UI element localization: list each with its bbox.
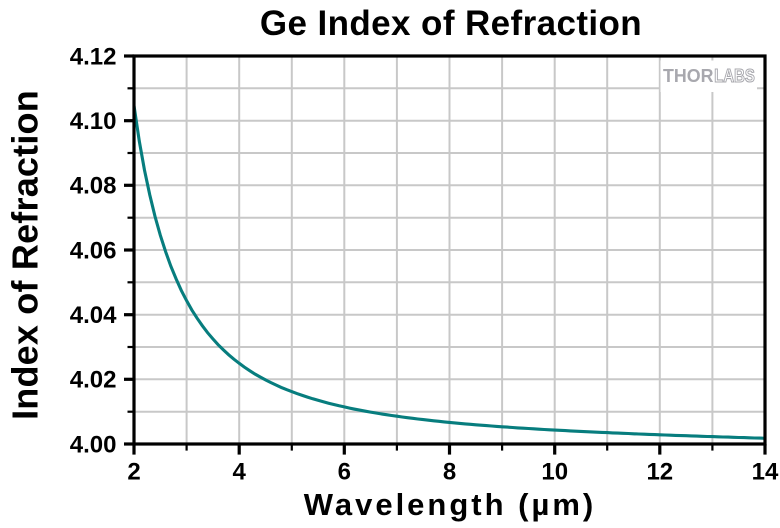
svg-text:LABS: LABS (714, 66, 755, 86)
svg-text:8: 8 (443, 459, 456, 486)
svg-text:THOR: THOR (663, 66, 714, 86)
svg-text:4.06: 4.06 (70, 237, 117, 264)
svg-text:2: 2 (127, 459, 140, 486)
svg-text:4: 4 (233, 459, 247, 486)
svg-text:4.04: 4.04 (70, 302, 117, 329)
svg-text:Index of Refraction: Index of Refraction (5, 90, 46, 420)
svg-text:Ge Index of Refraction: Ge Index of Refraction (260, 4, 642, 43)
svg-text:Wavelength (µm): Wavelength (µm) (304, 487, 597, 522)
svg-text:4.08: 4.08 (70, 173, 117, 200)
svg-text:4.00: 4.00 (70, 431, 117, 458)
svg-text:14: 14 (752, 459, 779, 486)
svg-text:4.02: 4.02 (70, 367, 117, 394)
svg-text:10: 10 (541, 459, 568, 486)
svg-text:4.10: 4.10 (70, 108, 117, 135)
svg-text:12: 12 (646, 459, 673, 486)
svg-text:6: 6 (338, 459, 351, 486)
svg-text:4.12: 4.12 (70, 43, 117, 70)
